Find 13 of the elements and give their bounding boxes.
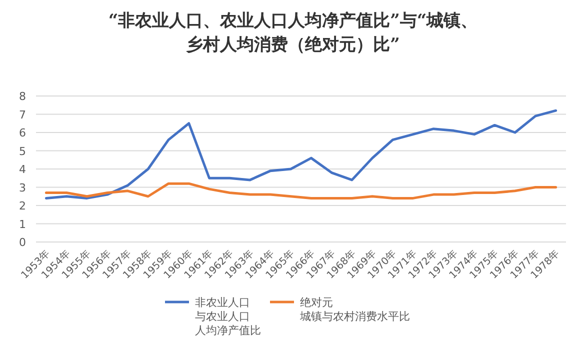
legend-label: 绝对元城镇与农村消费水平比 — [299, 296, 410, 323]
y-tick-label: 7 — [19, 108, 26, 122]
y-tick-label: 1 — [19, 218, 26, 231]
legend-label: 非农业人口与农业人口人均净产值比 — [195, 296, 261, 337]
y-tick-label: 2 — [19, 200, 26, 212]
title: 乡村人均消费（绝对元）比” — [186, 35, 400, 55]
title: “非农业人口、农业人口人均净产值比”与“城镇、 — [108, 11, 478, 31]
y-tick-label: 5 — [19, 144, 26, 158]
y-tick-label: 6 — [19, 126, 26, 140]
y-tick-label: 3 — [19, 181, 26, 194]
y-tick-label: 8 — [19, 90, 26, 103]
y-tick-label: 4 — [19, 163, 26, 176]
y-tick-label: 0 — [19, 236, 26, 249]
